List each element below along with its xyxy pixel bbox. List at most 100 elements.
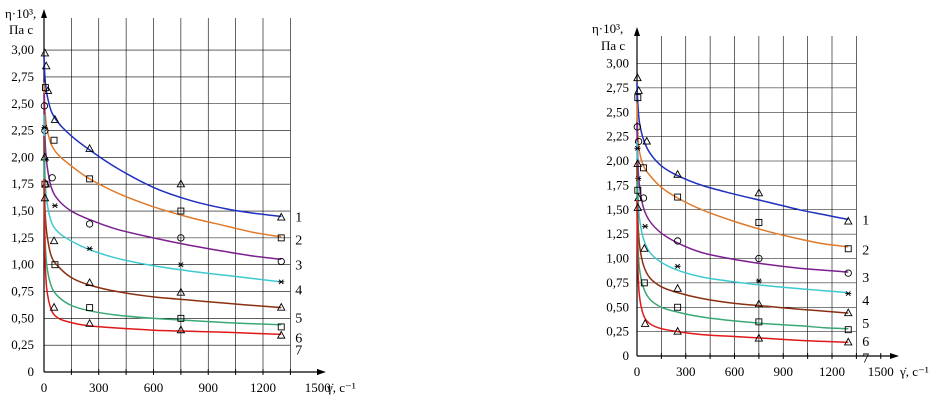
series-line: [43, 82, 282, 238]
chart-right: 0 0,25 0,50 0,75 1,00 1,25 1,50 1,75 2,00 2,25 2,5…: [592, 21, 929, 379]
data-point: [633, 158, 643, 167]
y-axis-arrow: [634, 27, 640, 36]
x-tick-label: 1200: [250, 380, 276, 395]
series-line: [43, 114, 282, 283]
data-point: [843, 308, 853, 317]
y-tick-label: 1,50: [606, 202, 629, 217]
series-label: 3: [295, 258, 302, 273]
data-point: [176, 179, 186, 188]
data-point: [634, 137, 643, 146]
data-point: [642, 136, 652, 145]
x-tick-label: 600: [725, 364, 745, 379]
series-7: 7: [40, 178, 302, 358]
data-point: [642, 223, 649, 229]
y-tick-label: 0: [623, 348, 630, 363]
series-2: 2: [634, 94, 869, 258]
data-point: [277, 323, 285, 331]
data-point: [754, 333, 764, 342]
data-point: [41, 61, 51, 70]
data-point: [277, 234, 285, 242]
x-tick-label: 1500: [868, 364, 894, 379]
x-axis-arrow: [890, 353, 899, 359]
data-point: [844, 245, 852, 253]
data-point: [278, 279, 285, 285]
y-tick-label: 1,50: [11, 203, 34, 218]
y-tick-label: 2,25: [11, 123, 34, 138]
series-line: [43, 135, 282, 309]
y-tick-label: 1,25: [11, 230, 34, 245]
data-point: [754, 299, 764, 308]
data-point: [674, 193, 682, 201]
y-axis-arrow: [41, 9, 47, 18]
grid: [44, 18, 291, 372]
y-tick-label: 0,50: [11, 310, 34, 325]
y-tick-label: 1,00: [606, 251, 629, 266]
data-point: [754, 188, 764, 197]
data-point: [177, 207, 185, 215]
series-7: 7: [633, 199, 869, 366]
series-line: [43, 178, 282, 336]
y-tick-label: 3,00: [11, 42, 34, 57]
data-point: [674, 303, 682, 311]
y-tick-label: 2,50: [11, 96, 34, 111]
data-point: [85, 143, 94, 152]
y-tick-label: 1,25: [606, 226, 629, 241]
data-point: [843, 216, 853, 225]
data-point: [86, 304, 94, 312]
data-point: [845, 291, 852, 297]
data-point: [673, 237, 682, 245]
series-line: [636, 199, 849, 344]
series-3: 3: [633, 121, 869, 286]
data-point: [276, 212, 286, 221]
data-point: [634, 85, 643, 94]
y-tick-label: 0: [28, 364, 35, 379]
series-line: [636, 82, 849, 221]
data-point: [633, 73, 642, 82]
series-label: 6: [295, 331, 302, 346]
x-tick-label: 0: [634, 364, 641, 379]
y-tick-label: 0,25: [11, 337, 34, 352]
series-6: 6: [634, 180, 869, 350]
series-line: [636, 121, 849, 273]
series-line: [636, 102, 849, 248]
data-point: [86, 175, 94, 183]
data-point: [43, 85, 53, 94]
y-axis-unit: Па с: [601, 38, 625, 53]
data-point: [177, 262, 184, 268]
data-point: [844, 326, 852, 334]
x-tick-label: 1200: [819, 364, 845, 379]
y-axis-title: η·10³,: [592, 21, 623, 36]
data-point: [177, 314, 185, 322]
data-point: [40, 193, 50, 202]
y-tick-label: 2,50: [606, 104, 629, 119]
chart-left: 0 0,25 0,50 0,75 1,00 1,25 1,50 1,75 2,00 2,25 2,5…: [5, 6, 356, 395]
data-point: [276, 302, 286, 311]
series-1: 1: [633, 73, 869, 229]
series-label: 2: [295, 233, 302, 248]
y-tick-label: 2,00: [11, 149, 34, 164]
data-point: [50, 114, 60, 123]
data-point: [41, 180, 49, 188]
data-point: [85, 318, 94, 327]
data-point: [176, 325, 186, 334]
data-point: [755, 254, 763, 263]
series-label: 1: [862, 214, 869, 229]
series-line: [43, 157, 282, 326]
series-label: 2: [862, 243, 869, 258]
data-point: [634, 186, 642, 194]
data-point: [640, 318, 650, 327]
data-point: [640, 164, 647, 172]
x-tick-label: 900: [774, 364, 794, 379]
series-3: 3: [40, 92, 302, 273]
y-tick-label: 0,25: [606, 324, 629, 339]
series-label: 4: [295, 283, 302, 298]
data-point: [51, 203, 58, 209]
data-point: [633, 123, 641, 131]
series-line: [43, 92, 282, 261]
y-tick-label: 1,75: [11, 176, 34, 191]
data-point: [276, 330, 286, 339]
series-label: 5: [862, 317, 869, 332]
y-axis-unit: Па с: [9, 22, 33, 37]
data-point: [755, 278, 762, 284]
